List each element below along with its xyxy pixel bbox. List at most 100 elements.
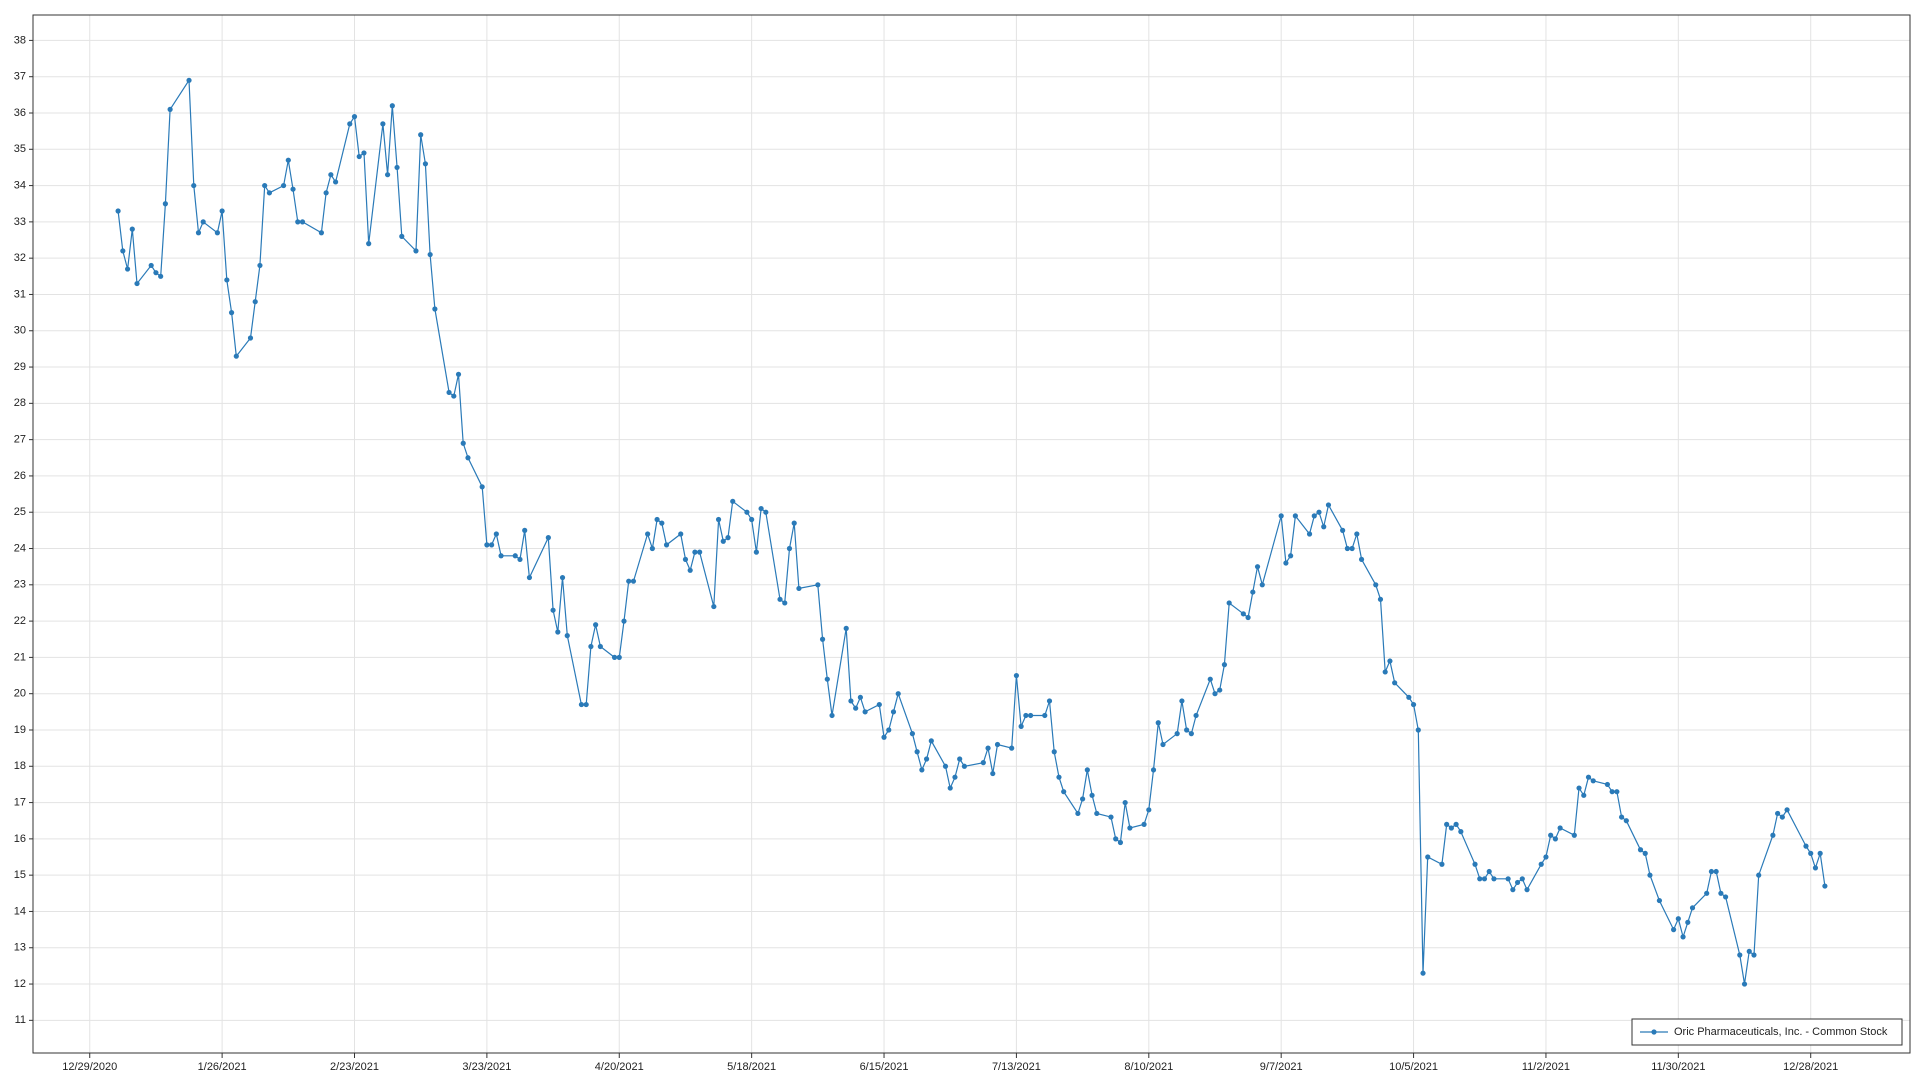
data-point bbox=[1751, 952, 1757, 958]
data-point bbox=[498, 553, 504, 559]
data-point bbox=[361, 150, 367, 156]
data-point bbox=[1609, 789, 1615, 795]
data-point bbox=[583, 701, 589, 708]
data-point bbox=[881, 734, 887, 740]
data-point bbox=[465, 455, 471, 461]
x-tick-label: 12/28/2021 bbox=[1783, 1061, 1838, 1073]
data-point bbox=[1160, 741, 1166, 748]
data-point bbox=[1023, 712, 1029, 719]
y-tick-label: 35 bbox=[14, 143, 26, 155]
data-point bbox=[1127, 825, 1133, 831]
data-point bbox=[120, 248, 126, 254]
data-point bbox=[1193, 712, 1199, 719]
data-point bbox=[134, 280, 140, 287]
data-point bbox=[1581, 792, 1587, 798]
data-point bbox=[597, 643, 603, 650]
data-point bbox=[1444, 821, 1450, 827]
data-point bbox=[1056, 774, 1062, 780]
data-point bbox=[1245, 614, 1251, 621]
data-point bbox=[1410, 701, 1417, 708]
data-point bbox=[460, 440, 466, 446]
data-point bbox=[1718, 890, 1724, 896]
data-point bbox=[1382, 669, 1388, 675]
data-point bbox=[1316, 509, 1322, 515]
y-tick-label: 19 bbox=[14, 724, 26, 736]
data-point bbox=[1155, 720, 1161, 726]
data-point bbox=[493, 531, 499, 537]
data-point bbox=[1075, 810, 1081, 817]
y-tick-label: 12 bbox=[14, 978, 26, 990]
data-point bbox=[233, 353, 239, 359]
data-point bbox=[758, 505, 764, 512]
data-point bbox=[1671, 927, 1677, 933]
data-point bbox=[432, 306, 438, 312]
data-point bbox=[1618, 814, 1625, 820]
y-tick-label: 38 bbox=[14, 34, 26, 46]
x-tick-label: 3/23/2021 bbox=[462, 1061, 511, 1073]
data-point bbox=[167, 106, 173, 112]
data-point bbox=[824, 676, 830, 682]
data-point bbox=[148, 262, 154, 269]
data-point bbox=[323, 190, 329, 196]
data-point bbox=[1647, 872, 1653, 878]
data-point bbox=[1491, 876, 1497, 882]
data-point bbox=[1803, 843, 1809, 849]
data-point bbox=[909, 731, 916, 737]
data-point bbox=[630, 578, 637, 584]
data-point bbox=[266, 190, 272, 196]
data-point bbox=[1514, 879, 1521, 886]
data-point bbox=[985, 745, 991, 751]
data-point bbox=[682, 556, 689, 563]
x-tick-label: 11/30/2021 bbox=[1651, 1061, 1705, 1073]
data-point bbox=[749, 516, 755, 523]
data-point bbox=[318, 230, 325, 236]
data-point bbox=[1340, 527, 1346, 533]
data-point bbox=[1519, 876, 1525, 882]
data-point bbox=[1080, 796, 1086, 802]
data-point bbox=[124, 266, 131, 272]
data-point bbox=[427, 251, 433, 258]
data-point bbox=[219, 208, 225, 214]
y-tick-label: 11 bbox=[15, 1014, 26, 1026]
legend-marker bbox=[1651, 1029, 1657, 1035]
data-point bbox=[1117, 839, 1124, 846]
data-point bbox=[857, 694, 863, 700]
data-point bbox=[559, 574, 566, 581]
data-point bbox=[1737, 952, 1743, 958]
y-tick-label: 16 bbox=[14, 833, 26, 845]
data-point bbox=[1212, 691, 1218, 697]
data-point bbox=[588, 643, 594, 650]
data-point bbox=[980, 760, 986, 766]
legend-box bbox=[1631, 1018, 1903, 1046]
legend-label: Oric Pharmaceuticals, Inc. - Common Stoc… bbox=[1674, 1026, 1888, 1038]
data-point bbox=[843, 625, 849, 631]
data-point bbox=[295, 219, 301, 225]
data-point bbox=[347, 121, 353, 127]
data-point bbox=[1174, 731, 1180, 737]
data-point bbox=[262, 182, 268, 189]
data-point bbox=[890, 709, 897, 715]
data-point bbox=[621, 618, 627, 624]
data-point bbox=[659, 520, 665, 526]
data-point bbox=[129, 226, 135, 232]
data-point bbox=[200, 219, 206, 225]
data-point bbox=[1675, 916, 1681, 922]
y-tick-label: 37 bbox=[14, 71, 26, 83]
data-point bbox=[678, 531, 684, 537]
y-tick-label: 32 bbox=[14, 252, 26, 264]
x-tick-label: 6/15/2021 bbox=[860, 1061, 909, 1073]
data-point bbox=[522, 527, 528, 533]
data-point bbox=[1477, 876, 1483, 882]
data-point bbox=[1472, 861, 1478, 867]
data-point bbox=[730, 498, 736, 504]
data-point bbox=[299, 219, 306, 225]
data-point bbox=[649, 545, 655, 552]
data-point bbox=[1188, 731, 1194, 737]
x-tick-label: 9/7/2021 bbox=[1260, 1061, 1303, 1073]
data-point bbox=[1387, 658, 1393, 664]
data-point bbox=[1481, 876, 1488, 882]
data-point bbox=[1817, 850, 1823, 856]
data-point bbox=[1084, 767, 1090, 773]
data-point bbox=[1311, 513, 1317, 519]
